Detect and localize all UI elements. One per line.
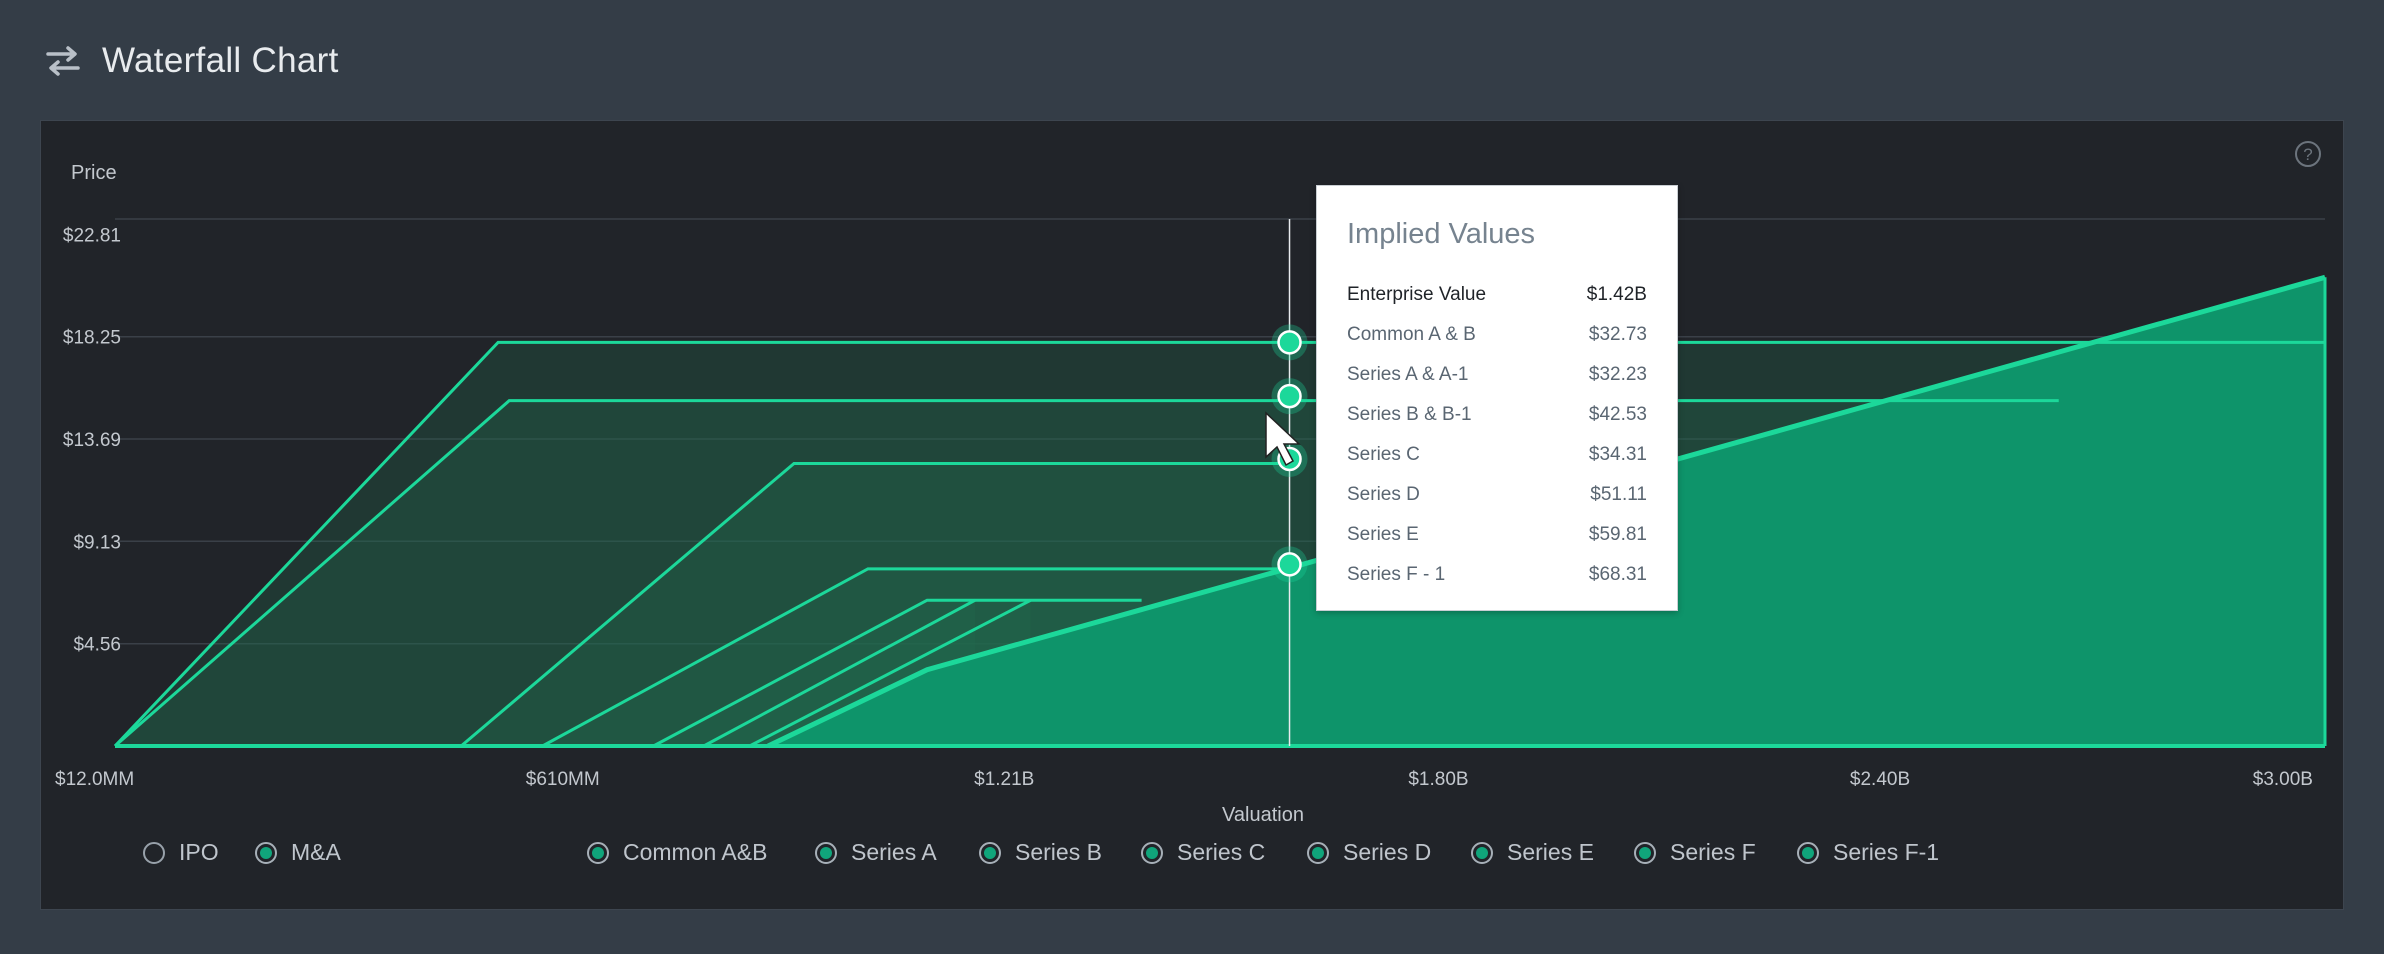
- page-header: Waterfall Chart: [44, 36, 339, 86]
- x-tick-label: $1.80B: [1408, 769, 1468, 790]
- x-axis-title: Valuation: [1222, 804, 1304, 821]
- tooltip-row: Series A & A-1 $32.23: [1347, 355, 1647, 395]
- y-tick-label: $22.81: [63, 225, 121, 246]
- legend-class-series-b[interactable]: Series B: [979, 839, 1102, 866]
- tooltip-row-label: Series F - 1: [1347, 564, 1446, 585]
- swap-arrows-icon[interactable]: [44, 44, 82, 78]
- x-tick-label: $1.21B: [974, 769, 1034, 790]
- tooltip-row: Series B & B-1 $42.53: [1347, 395, 1647, 435]
- series-line-series-f-1: [767, 274, 2326, 749]
- y-axis-title: Price: [71, 162, 117, 184]
- legend-class-series-e[interactable]: Series E: [1471, 839, 1594, 866]
- chart-panel: ? $22.81 $18.25 $13.69 $9.13 $4.56 $12.0MM $6…: [40, 120, 2344, 910]
- legend-label: Common A&B: [623, 839, 768, 865]
- tooltip-row: Series C $34.31: [1347, 435, 1647, 475]
- legend-class-series-d[interactable]: Series D: [1307, 839, 1431, 866]
- legend-label: IPO: [179, 839, 219, 865]
- help-circle-icon[interactable]: ?: [2293, 139, 2323, 169]
- tooltip-row-value: $51.11: [1590, 484, 1647, 505]
- legend-scenario-m-a[interactable]: M&A: [255, 839, 341, 866]
- tooltip-row-label: Enterprise Value: [1347, 284, 1487, 305]
- y-tick-label: $4.56: [73, 635, 121, 656]
- legend-label: Series E: [1507, 839, 1594, 865]
- series-line-series-c: [541, 567, 1290, 748]
- hover-marker: [1271, 378, 1308, 415]
- series-line-series-e: [703, 598, 976, 748]
- series-line-common-a-b: [113, 340, 2325, 748]
- y-tick-label: $18.25: [63, 328, 121, 349]
- legend-label: Series F: [1670, 839, 1756, 865]
- legend-label: Series C: [1177, 839, 1266, 865]
- tooltip-title: Implied Values: [1347, 218, 1536, 250]
- tooltip-row: Series D $51.11: [1347, 475, 1647, 515]
- legend-label: Series F-1: [1833, 839, 1940, 865]
- legend-class-series-f[interactable]: Series F: [1634, 839, 1756, 866]
- waterfall-chart[interactable]: $22.81 $18.25 $13.69 $9.13 $4.56 $12.0MM $610…: [41, 121, 2345, 821]
- legend-class-series-a[interactable]: Series A: [815, 839, 937, 866]
- legend-label: M&A: [291, 839, 341, 865]
- svg-text:?: ?: [2303, 145, 2312, 164]
- tooltip-row-label: Common A & B: [1347, 324, 1476, 345]
- x-tick-label: $2.40B: [1850, 769, 1910, 790]
- series-line-series-d: [652, 598, 1142, 748]
- y-axis-ticks: $22.81 $18.25 $13.69 $9.13 $4.56: [63, 225, 121, 655]
- tooltip-row-value: $32.73: [1588, 324, 1647, 345]
- cursor-icon: [1265, 411, 1301, 467]
- x-axis-ticks: $12.0MM $610MM $1.21B $1.80B $2.40B $3.00B: [55, 769, 2313, 790]
- radio-icon[interactable]: [1307, 841, 1329, 864]
- legend-label: Series A: [851, 839, 937, 865]
- y-tick-label: $13.69: [63, 430, 121, 451]
- implied-values-tooltip: Implied Values Enterprise Value $1.42B Com…: [1316, 185, 1678, 611]
- tooltip-row-value: $34.31: [1588, 444, 1647, 465]
- radio-icon[interactable]: [1141, 841, 1163, 864]
- radio-icon[interactable]: [979, 841, 1001, 864]
- legend-label: Series B: [1015, 839, 1102, 865]
- tooltip-row-label: Series A & A-1: [1347, 364, 1469, 385]
- radio-icon[interactable]: [143, 841, 165, 864]
- legend-label: Series D: [1343, 839, 1432, 865]
- series-line-series-b: [460, 461, 1290, 748]
- x-tick-label: $12.0MM: [55, 769, 134, 790]
- legend-scenario-ipo[interactable]: IPO: [143, 839, 219, 866]
- tooltip-row: Common A & B $32.73: [1347, 315, 1647, 355]
- legend: IPO M&A Common A&B Series A Series B Series C…: [41, 839, 2343, 879]
- series-lines: [113, 274, 2327, 749]
- series-line-series-f: [748, 598, 1032, 748]
- hover-marker: [1271, 546, 1308, 583]
- tooltip-row-value: $59.81: [1588, 524, 1647, 545]
- tooltip-row-label: Series B & B-1: [1347, 404, 1472, 425]
- radio-icon[interactable]: [1634, 841, 1656, 864]
- page-title: Waterfall Chart: [102, 41, 339, 80]
- tooltip-row-value: $32.23: [1588, 364, 1647, 385]
- radio-icon[interactable]: [815, 841, 837, 864]
- tooltip-row-label: Series C: [1347, 444, 1420, 465]
- radio-icon[interactable]: [255, 841, 277, 864]
- radio-icon[interactable]: [1797, 841, 1819, 864]
- tooltip-row-value: $42.53: [1588, 404, 1647, 425]
- tooltip-row: Enterprise Value $1.42B: [1347, 275, 1647, 315]
- radio-icon[interactable]: [1471, 841, 1493, 864]
- radio-icon[interactable]: [587, 841, 609, 864]
- hover-marker: [1271, 324, 1308, 361]
- tooltip-row: Series F - 1 $68.31: [1347, 555, 1647, 595]
- legend-class-common-a-b[interactable]: Common A&B: [587, 839, 767, 866]
- x-tick-label: $3.00B: [2253, 769, 2313, 790]
- x-tick-label: $610MM: [526, 769, 600, 790]
- legend-class-series-f-1[interactable]: Series F-1: [1797, 839, 1939, 866]
- tooltip-row-label: Series D: [1347, 484, 1420, 505]
- tooltip-row-label: Series E: [1347, 524, 1419, 545]
- y-tick-label: $9.13: [73, 532, 121, 553]
- tooltip-row-value: $1.42B: [1586, 284, 1647, 305]
- tooltip-row-value: $68.31: [1588, 564, 1647, 585]
- tooltip-row: Series E $59.81: [1347, 515, 1647, 555]
- series-areas: [115, 277, 2325, 746]
- legend-class-series-c[interactable]: Series C: [1141, 839, 1265, 866]
